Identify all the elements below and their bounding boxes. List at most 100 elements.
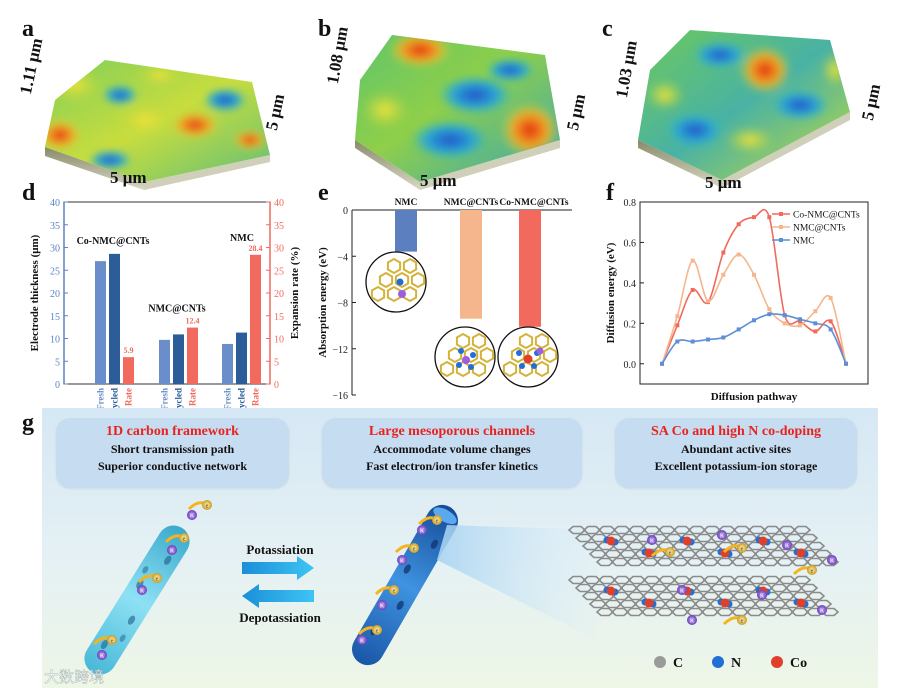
- graphene-hexagon: [610, 557, 630, 567]
- graphene-hexagon: [612, 525, 632, 535]
- chart-e-structure-inset: [497, 326, 559, 388]
- electron: [152, 573, 162, 583]
- graphene-hexagon: [612, 575, 632, 585]
- chart-d-bar-rate: [123, 357, 134, 384]
- panel-letter-e: e: [318, 180, 329, 206]
- graphene-hexagon: [732, 575, 752, 585]
- graphene-hexagon: [747, 575, 767, 585]
- chart-f-point: [675, 339, 680, 344]
- panel-letter-f: f: [606, 180, 614, 206]
- chart-d-ytick-label: 30: [50, 244, 60, 255]
- chart-f-point: [690, 258, 695, 263]
- chart-e-ylabel: Absorption energy (eV): [317, 247, 329, 358]
- graphene-hexagon: [777, 525, 797, 535]
- k-ion: [827, 555, 837, 565]
- atom-legend: C N Co: [654, 656, 807, 671]
- chart-f-ytick-label: 0.4: [624, 279, 637, 290]
- k-ion-label: K: [400, 559, 405, 565]
- feature-box-framework-line2: Superior conductive network: [97, 459, 248, 473]
- graphene-hexagon: [715, 607, 735, 617]
- graphene-hexagon: [724, 583, 744, 593]
- graphene-hexagon: [769, 583, 789, 593]
- electron: [665, 547, 675, 557]
- electron-label: e: [741, 547, 744, 553]
- graphene-hexagon: [784, 583, 804, 593]
- graphene-hexagon: [761, 541, 781, 551]
- afm-surface-c: [638, 30, 850, 188]
- chart-f-point: [828, 327, 833, 332]
- k-ion: [717, 530, 727, 540]
- electron: [432, 515, 442, 525]
- legend-co-ball: [771, 656, 783, 668]
- feature-box-doping-line2: Excellent potassium-ion storage: [654, 459, 818, 473]
- graphene-hexagon: [745, 557, 765, 567]
- k-ion: [677, 585, 687, 595]
- chart-e-ytick-label: 0: [343, 206, 348, 217]
- chart-e-ytick-label: −16: [332, 391, 348, 402]
- graphene-hexagon: [582, 525, 602, 535]
- graphene-hexagon: [619, 583, 639, 593]
- electron: [179, 533, 189, 543]
- electron: [389, 585, 399, 595]
- graphene-hexagon: [702, 525, 722, 535]
- graphene-hexagon: [625, 607, 645, 617]
- graphene-hexagon: [762, 525, 782, 535]
- chart-f-point: [828, 319, 833, 324]
- depotassiation-arrow[interactable]: [242, 584, 314, 608]
- feature-box-doping-title: SA Co and high N co-doping: [650, 424, 821, 439]
- co-atom: [606, 586, 616, 596]
- feature-box-mesoporous-line1: Accommodate volume changes: [373, 442, 531, 456]
- graphene-hexagon: [574, 533, 594, 543]
- graphene-hexagon: [611, 591, 631, 601]
- electron-label: e: [436, 519, 439, 525]
- graphene-hexagon: [611, 541, 631, 551]
- co-atom: [796, 548, 806, 558]
- feature-box-framework-title: 1D carbon framework: [106, 424, 239, 439]
- graphene-hexagon: [700, 607, 720, 617]
- graphene-hexagon: [618, 549, 638, 559]
- chart-d-bar-cycled: [109, 253, 120, 384]
- chart-f-point: [736, 327, 741, 332]
- chart-f-point: [721, 250, 726, 255]
- graphene-hexagon: [753, 549, 773, 559]
- chart-e-structure-inset: [365, 251, 427, 313]
- graphene-hexagon: [700, 557, 720, 567]
- k-ion: [417, 525, 427, 535]
- scheme-g: Potassiation Depotassiation KKKKKKKKKKKK…: [44, 500, 840, 686]
- k-ion: [167, 545, 177, 555]
- electron-label: e: [413, 547, 416, 553]
- panel-letter-d: d: [22, 180, 36, 206]
- chart-d-ylabel: Electrode thickness (μm): [29, 234, 41, 351]
- chart-f-point: [782, 321, 787, 326]
- graphene-hexagon: [670, 557, 690, 567]
- chart-f-point: [767, 307, 772, 312]
- afm-a-width-label: 5 μm: [110, 168, 147, 187]
- graphene-hexagon: [634, 583, 654, 593]
- graphene-hexagon: [672, 525, 692, 535]
- chart-f-point: [706, 337, 710, 342]
- chart-f-point: [798, 323, 802, 328]
- graphene-hexagon: [686, 541, 706, 551]
- chart-f-point: [828, 296, 833, 301]
- chart-f-ytick-label: 0.6: [624, 238, 637, 249]
- graphene-hexagon: [627, 525, 647, 535]
- chart-d-y2tick-label: 20: [274, 289, 284, 300]
- potassiation-label: Potassiation: [246, 542, 314, 557]
- chart-d-bar-label: Rate: [251, 388, 261, 406]
- graphene-hexagon: [790, 557, 810, 567]
- graphene-hexagon: [716, 591, 736, 601]
- graphene-hexagon: [656, 591, 676, 601]
- chart-e-bar: [395, 210, 417, 252]
- graphene-hexagon: [747, 525, 767, 535]
- chart-f-point: [813, 321, 818, 326]
- graphene-hexagon: [582, 575, 602, 585]
- potassiation-arrow[interactable]: [242, 556, 314, 580]
- electron: [107, 635, 117, 645]
- k-ion: [137, 585, 147, 595]
- graphene-hexagon: [618, 599, 638, 609]
- chart-f-frame: [639, 201, 869, 385]
- graphene-hexagon: [738, 599, 758, 609]
- graphene-hexagon: [687, 575, 707, 585]
- graphene-hexagon: [664, 533, 684, 543]
- chart-d-y2label: Expansion rate (%): [289, 247, 301, 340]
